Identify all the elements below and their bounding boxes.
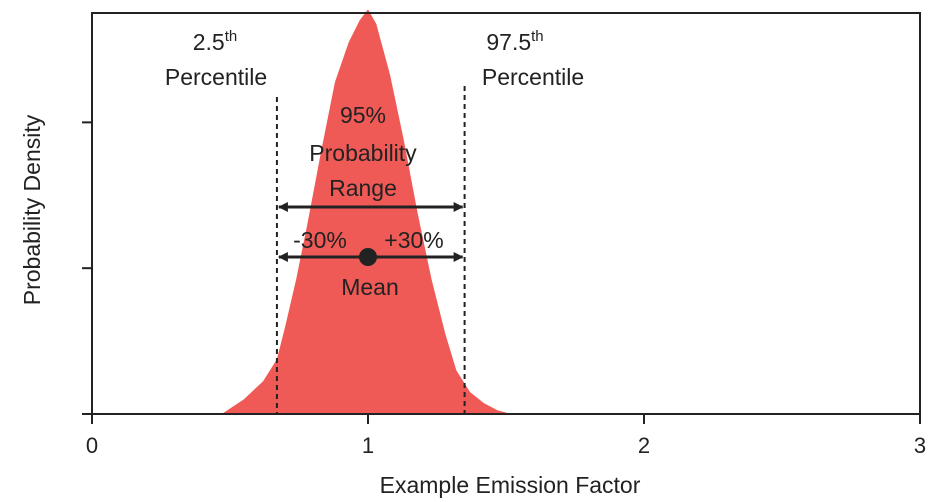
lower-percentile-label: 2.5th [193,28,238,55]
y-axis-label: Probability Density [19,114,45,305]
y-tick-layer [82,121,92,415]
x-tick-label-2: 2 [638,433,650,458]
plot-frame [91,12,921,415]
x-tick-layer: 0 1 2 3 [86,414,926,458]
upper-percentile-label: 97.5th [486,28,543,55]
x-tick-label-0: 0 [86,433,98,458]
upper-percentile-label-line2: Percentile [482,64,584,90]
x-tick-label-3: 3 [914,433,926,458]
range-label-line1: 95% [340,102,386,128]
lower-percentile-label-line2: Percentile [165,64,267,90]
mean-label: Mean [341,274,399,300]
minus-30-label: -30% [293,227,347,253]
range-label-line2: Probability [309,140,417,166]
lower-percentile-superscript: th [225,28,238,45]
range-label-line3: Range [329,175,397,201]
mean-marker [359,248,377,266]
range-arrow-layer [277,202,464,262]
percentile-layer [275,86,466,414]
x-axis-label: Example Emission Factor [380,472,641,498]
upper-percentile-superscript: th [531,28,544,45]
plus-30-label: +30% [384,227,443,253]
x-tick-label-1: 1 [362,433,374,458]
